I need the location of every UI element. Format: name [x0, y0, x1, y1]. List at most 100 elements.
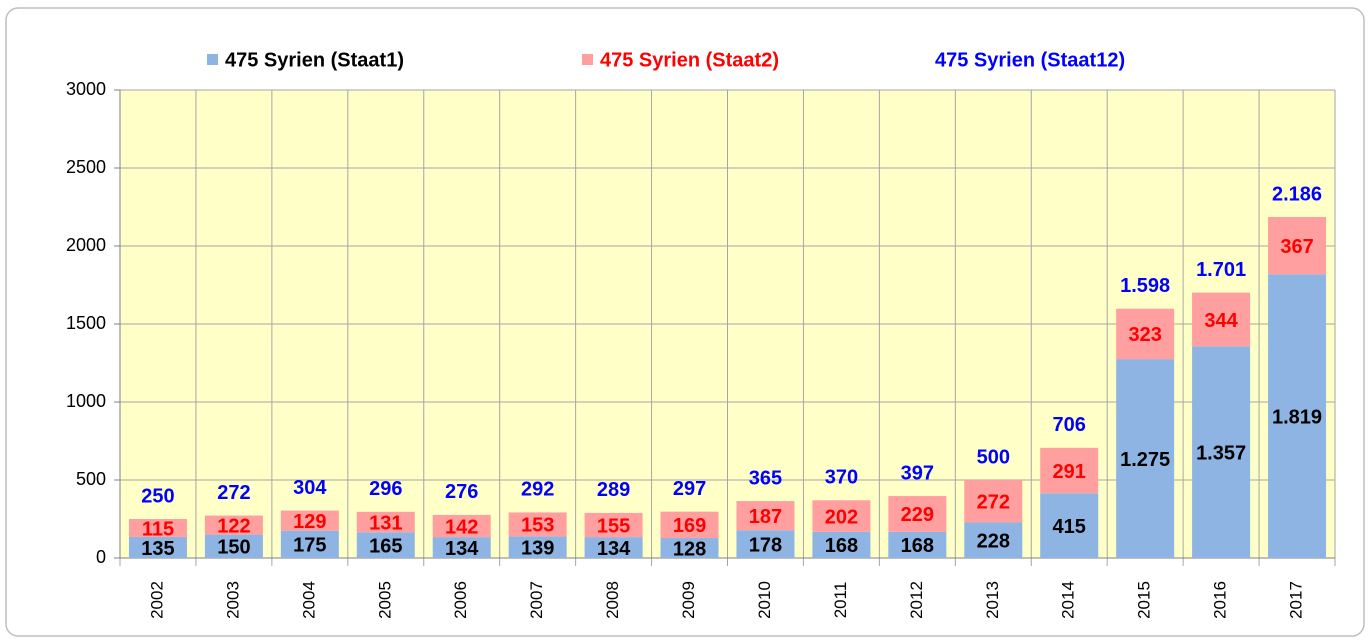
bar-label: 1.819	[1272, 406, 1322, 428]
x-tick-label: 2009	[679, 581, 698, 619]
x-tick-label: 2014	[1059, 581, 1078, 619]
y-tick-label: 1500	[66, 313, 106, 333]
bar-segment	[660, 511, 719, 539]
total-label: 2.186	[1272, 183, 1322, 205]
bar-segment	[508, 536, 567, 558]
bar-segment	[128, 536, 187, 558]
x-tick-label: 2015	[1135, 581, 1154, 619]
legend-label: 475 Syrien (Staat2)	[600, 49, 779, 71]
y-tick-label: 500	[76, 469, 106, 489]
x-tick-label: 2016	[1211, 581, 1230, 619]
total-label: 292	[521, 479, 554, 501]
y-tick-label: 2000	[66, 235, 106, 255]
total-label: 289	[597, 479, 630, 501]
bar-segment	[660, 538, 719, 558]
bar-segment	[204, 515, 263, 535]
x-tick-label: 2006	[451, 581, 470, 619]
x-tick-label: 2013	[983, 581, 1002, 619]
x-tick-label: 2007	[527, 581, 546, 619]
legend-label: 475 Syrien (Staat1)	[225, 49, 404, 71]
bar-segment	[356, 532, 415, 558]
total-label: 1.598	[1120, 275, 1170, 297]
x-tick-label: 2005	[375, 581, 394, 619]
bar-label: 142	[445, 516, 478, 538]
bar-segment	[1268, 216, 1327, 275]
bar-label: 115	[142, 518, 174, 540]
total-label: 297	[673, 478, 706, 500]
bar-label: 344	[1204, 310, 1238, 332]
bar-label: 202	[825, 506, 858, 528]
bar-segment	[584, 537, 643, 558]
bar-segment	[964, 522, 1023, 558]
bar-segment	[1116, 359, 1175, 558]
bar-label: 165	[369, 535, 402, 557]
bar-label: 168	[901, 535, 934, 557]
x-tick-label: 2012	[907, 581, 926, 619]
bar-label: 169	[673, 515, 706, 537]
total-label: 272	[217, 482, 250, 504]
bar-label: 228	[977, 530, 1010, 552]
bar-segment	[812, 531, 871, 558]
legend-marker	[207, 54, 218, 65]
total-label: 397	[901, 462, 934, 484]
x-tick-label: 2008	[603, 581, 622, 619]
total-label: 296	[369, 478, 402, 500]
bar-segment	[508, 512, 567, 537]
total-label: 365	[749, 467, 782, 489]
total-label: 304	[293, 477, 327, 499]
y-tick-label: 1000	[66, 391, 106, 411]
bar-label: 150	[217, 537, 250, 559]
total-label: 370	[825, 467, 858, 489]
bar-segment	[1040, 493, 1099, 558]
bar-label: 415	[1053, 516, 1086, 538]
x-tick-label: 2002	[147, 581, 166, 619]
x-tick-label: 2004	[299, 581, 318, 619]
bar-label: 178	[749, 534, 782, 556]
y-tick-label: 0	[96, 547, 106, 567]
bar-segment	[1268, 274, 1327, 558]
bar-label: 291	[1053, 461, 1086, 483]
bar-segment	[888, 496, 947, 532]
bar-segment	[432, 514, 491, 538]
x-tick-label: 2010	[755, 581, 774, 619]
bar-label: 323	[1128, 324, 1161, 346]
bar-label: 1.357	[1196, 442, 1246, 464]
bar-segment	[812, 500, 871, 532]
bar-label: 134	[445, 538, 479, 560]
bar-label: 187	[749, 506, 782, 528]
y-tick-label: 2500	[66, 157, 106, 177]
total-label: 250	[141, 485, 174, 507]
bar-label: 367	[1280, 236, 1313, 258]
bar-segment	[584, 512, 643, 538]
legend-marker	[582, 54, 593, 65]
bar-segment	[888, 531, 947, 558]
bar-segment	[432, 537, 491, 558]
bar-label: 129	[293, 511, 326, 533]
x-tick-label: 2017	[1287, 581, 1306, 619]
bar-segment	[1116, 308, 1175, 360]
bar-segment	[356, 511, 415, 533]
x-tick-label: 2003	[223, 581, 242, 619]
bar-label: 131	[369, 512, 402, 534]
bar-segment	[280, 510, 339, 531]
bar-segment	[736, 501, 795, 531]
y-tick-label: 3000	[66, 79, 106, 99]
bar-label: 134	[597, 538, 631, 560]
legend-label: 475 Syrien (Staat12)	[935, 49, 1125, 71]
bar-label: 1.275	[1120, 449, 1170, 471]
bar-label: 153	[521, 515, 554, 537]
total-label: 706	[1053, 414, 1086, 436]
total-label: 500	[977, 446, 1010, 468]
bar-segment	[280, 530, 339, 558]
bar-label: 272	[977, 491, 1010, 513]
x-tick-label: 2011	[831, 582, 850, 619]
bar-segment	[736, 530, 795, 558]
bar-segment	[1192, 292, 1251, 347]
bar-label: 168	[825, 535, 858, 557]
bar-segment	[204, 534, 263, 558]
bar-segment	[128, 519, 187, 537]
bar-label: 229	[901, 504, 934, 526]
bar-segment	[964, 480, 1023, 523]
bar-label: 155	[597, 515, 630, 537]
